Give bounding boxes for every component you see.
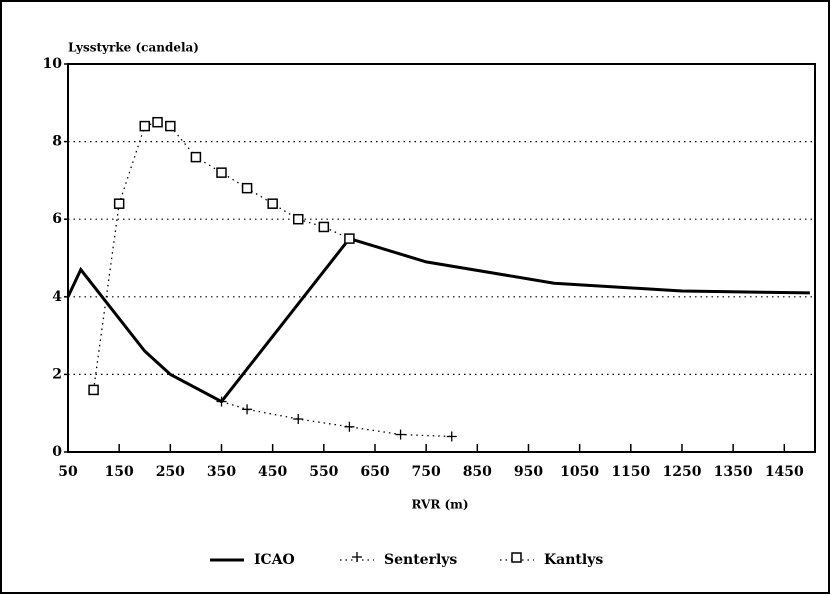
y-tick-label: 2 (52, 366, 62, 382)
series-line (66, 236, 810, 404)
legend-label: Kantlys (544, 552, 603, 568)
y-tick-label: 8 (52, 134, 62, 150)
point-marker (395, 429, 406, 440)
x-tick-label: 850 (463, 464, 492, 480)
x-tick-label: 350 (207, 464, 236, 480)
y-tick-label: 10 (43, 56, 63, 72)
point-marker (113, 198, 125, 209)
legend-marker (511, 552, 522, 563)
legend-label: Senterlys (384, 552, 457, 568)
point-marker (267, 198, 278, 209)
point-marker (318, 221, 330, 233)
x-tick-label: 750 (412, 464, 441, 480)
point-marker (344, 233, 355, 244)
x-tick-label: 1250 (662, 464, 701, 480)
y-tick-label: 4 (52, 289, 62, 305)
series-line (92, 121, 350, 391)
point-marker (241, 182, 253, 194)
y-axis-label: Lysstyrke (candela) (68, 41, 199, 55)
series-line (221, 400, 452, 438)
x-tick-label: 50 (58, 464, 78, 480)
point-marker (242, 404, 253, 415)
y-tick-label: 0 (52, 444, 62, 460)
x-tick-label: 1450 (765, 464, 804, 480)
y-tick-label: 6 (52, 211, 62, 227)
point-marker (88, 384, 99, 396)
point-marker (216, 167, 227, 178)
x-tick-label: 550 (309, 464, 338, 480)
x-tick-label: 1350 (714, 464, 753, 480)
x-tick-label: 450 (258, 464, 287, 480)
x-tick-label: 250 (156, 464, 185, 480)
point-marker (152, 116, 163, 128)
x-tick-label: 1050 (560, 464, 599, 480)
x-tick-label: 650 (360, 464, 389, 480)
legend-label: ICAO (254, 552, 295, 568)
point-marker (293, 414, 304, 425)
point-marker (344, 421, 355, 432)
x-tick-label: 1150 (611, 464, 650, 480)
point-marker (139, 120, 150, 132)
point-marker (190, 151, 202, 163)
x-tick-label: 950 (514, 464, 543, 480)
x-tick-label: 150 (105, 464, 134, 480)
point-marker (165, 120, 176, 132)
x-axis-label: RVR (m) (411, 498, 468, 512)
point-marker (216, 396, 227, 407)
point-marker (292, 213, 304, 225)
plot-area (67, 63, 816, 453)
point-marker (446, 431, 457, 442)
